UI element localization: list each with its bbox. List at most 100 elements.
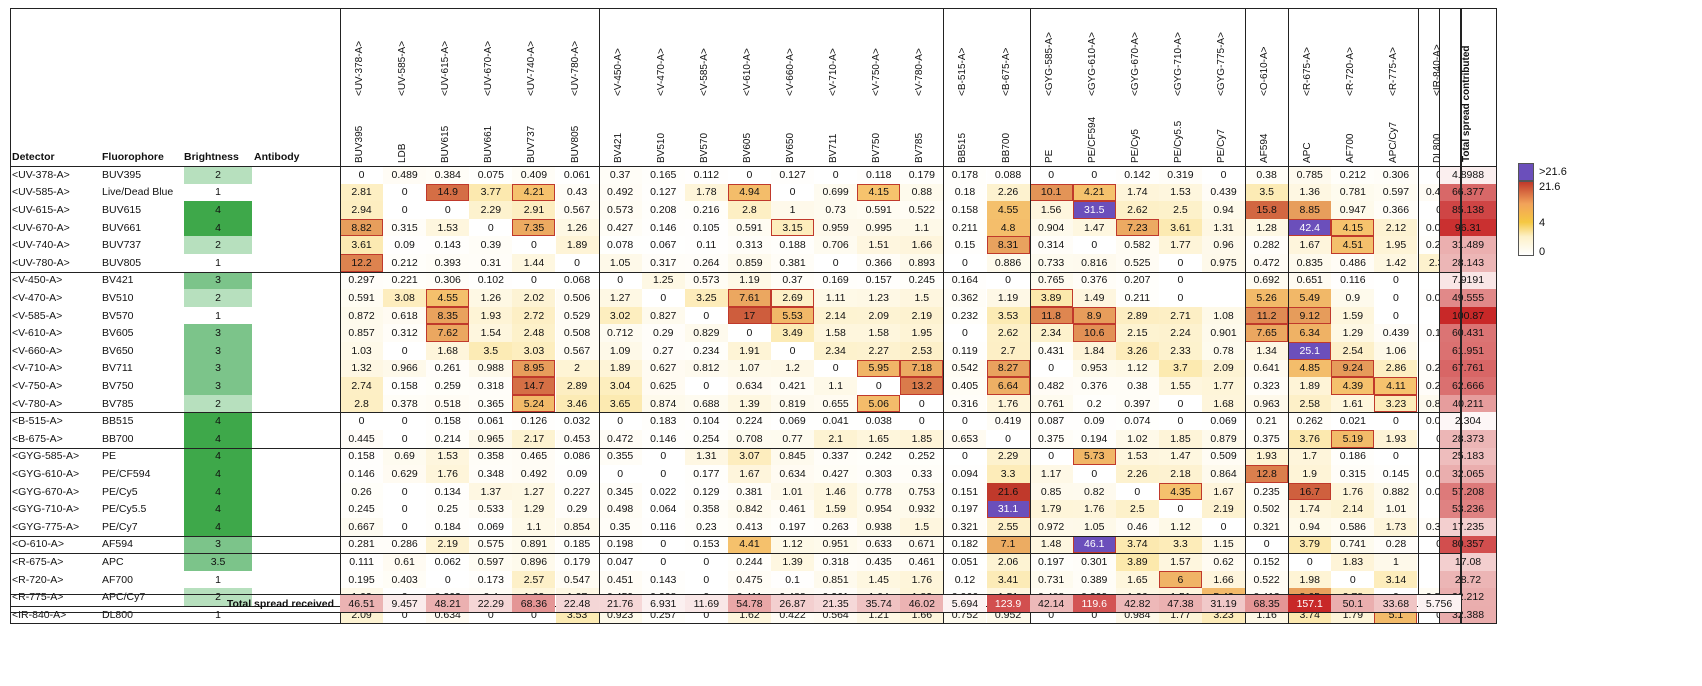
spread-value-cell: 0 xyxy=(1374,271,1418,290)
row-group-divider xyxy=(10,447,1461,449)
total-received-cell: 68.36 xyxy=(512,595,556,612)
brightness-cell: 3 xyxy=(184,324,252,342)
spread-value-cell: 0 xyxy=(426,201,470,219)
column-fluorophore-label: PE/CF594 xyxy=(1086,116,1098,163)
column-group-divider xyxy=(943,8,945,624)
spread-value-cell: 0.73 xyxy=(814,201,858,219)
column-fluorophore-label: PE/Cy5 xyxy=(1129,129,1141,163)
spread-value-cell: 0.15 xyxy=(943,236,987,254)
spread-value-cell: 0.38 xyxy=(1245,166,1289,184)
row-fluorophore-label: PE/Cy7 xyxy=(102,520,138,533)
row-fluorophore-label: BV750 xyxy=(102,379,134,392)
spread-value-cell: 1.19 xyxy=(986,289,1030,307)
spread-value-cell: 0.38 xyxy=(1115,377,1159,395)
total-received-cell: 21.35 xyxy=(814,595,858,612)
spread-value-cell: 0 xyxy=(598,465,642,483)
row-detector-label: <IR-840-A> xyxy=(12,608,67,621)
spread-value-cell: 2.57 xyxy=(512,570,556,589)
spread-value-cell: 3.49 xyxy=(771,324,815,342)
spread-value-cell: 1.05 xyxy=(598,254,642,272)
spread-value-cell: 1.11 xyxy=(814,289,858,307)
spread-value-cell: 0.301 xyxy=(1072,553,1116,571)
spread-value-cell: 0 xyxy=(641,553,685,571)
spread-value-cell: 0.143 xyxy=(641,570,685,589)
spread-value-cell: 0.872 xyxy=(340,306,384,325)
column-fluorophore-label: BB700 xyxy=(1000,132,1012,163)
spread-value-cell: 0 xyxy=(684,377,728,395)
spread-value-cell: 1.12 xyxy=(1115,359,1159,378)
spread-value-cell: 0 xyxy=(1029,166,1073,184)
spread-value-cell: 0.165 xyxy=(641,166,685,184)
spread-value-cell: 0.158 xyxy=(426,412,470,430)
spread-value-cell: 0.321 xyxy=(1245,518,1289,536)
spread-value-cell: 6 xyxy=(1158,570,1202,589)
column-fluorophore-label: BV421 xyxy=(612,132,624,163)
row-fluorophore-label: PE/CF594 xyxy=(102,467,151,480)
spread-value-cell: 0.09 xyxy=(555,465,599,483)
total-contributed-cell: 57.208 xyxy=(1439,482,1497,501)
spread-value-cell: 0.105 xyxy=(684,218,728,237)
spread-value-cell: 0 xyxy=(383,342,427,360)
column-fluorophore-label: BUV805 xyxy=(569,125,581,163)
spread-value-cell: 2.81 xyxy=(340,183,384,202)
spread-value-cell: 0.667 xyxy=(340,518,384,536)
row-detector-label: <V-710-A> xyxy=(12,362,63,375)
spread-value-cell: 0.022 xyxy=(641,482,685,501)
spread-value-cell: 0.074 xyxy=(1115,412,1159,430)
spread-value-cell: 1.66 xyxy=(1202,570,1246,589)
row-detector-label: <UV-670-A> xyxy=(12,221,70,234)
spread-value-cell: 0.116 xyxy=(641,518,685,536)
spread-value-cell: 3.7 xyxy=(1158,359,1202,378)
spread-value-cell: 1.85 xyxy=(900,430,944,448)
spread-value-cell: 0.061 xyxy=(555,166,599,184)
spread-value-cell: 7.1 xyxy=(986,535,1030,554)
spread-value-cell: 0.119 xyxy=(943,342,987,360)
brightness-cell: 4 xyxy=(184,447,252,466)
spread-value-cell: 2.26 xyxy=(1115,465,1159,483)
spread-value-cell: 9.24 xyxy=(1331,359,1375,378)
spread-value-cell: 0.194 xyxy=(1072,430,1116,448)
spread-value-cell: 4.41 xyxy=(727,535,771,554)
spread-value-cell: 0.158 xyxy=(383,377,427,395)
spread-value-cell: 0.393 xyxy=(426,254,470,272)
spread-value-cell: 0.315 xyxy=(1331,465,1375,483)
spread-value-cell: 0 xyxy=(1072,465,1116,483)
spread-value-cell: 0.376 xyxy=(1072,271,1116,290)
spread-value-cell: 0.542 xyxy=(943,359,987,378)
total-contributed-cell: 100.87 xyxy=(1439,306,1497,325)
spread-value-cell: 0.245 xyxy=(340,500,384,518)
spread-value-cell: 0 xyxy=(727,324,771,342)
spread-value-cell: 0.518 xyxy=(426,394,470,413)
spread-value-cell: 0.586 xyxy=(1331,518,1375,536)
spread-value-cell: 0.842 xyxy=(727,500,771,518)
spread-value-cell: 1.5 xyxy=(900,518,944,536)
spread-value-cell: 0.641 xyxy=(1245,359,1289,378)
spread-value-cell: 1.9 xyxy=(1288,465,1332,483)
spread-value-cell: 1.42 xyxy=(1374,254,1418,272)
spread-value-cell: 0.221 xyxy=(383,271,427,290)
row-detector-label: <V-780-A> xyxy=(12,397,63,410)
row-fluorophore-label: AF700 xyxy=(102,573,133,586)
column-fluorophore-label: AF700 xyxy=(1345,133,1357,163)
spread-value-cell: 1.84 xyxy=(1072,342,1116,360)
spread-value-cell: 1.45 xyxy=(857,570,901,589)
spread-value-cell: 0 xyxy=(771,342,815,360)
spread-value-cell: 0.31 xyxy=(469,254,513,272)
spread-value-cell: 0.262 xyxy=(1288,412,1332,430)
spread-value-cell: 0.173 xyxy=(469,570,513,589)
spread-value-cell: 0.032 xyxy=(555,412,599,430)
spread-value-cell: 0.761 xyxy=(1029,394,1073,413)
row-fluorophore-label: Live/Dead Blue xyxy=(102,186,174,199)
spread-value-cell: 0.264 xyxy=(684,254,728,272)
spread-value-cell: 1.32 xyxy=(340,359,384,378)
spread-value-cell: 10.6 xyxy=(1072,324,1116,342)
row-detector-label: <UV-585-A> xyxy=(12,186,70,199)
spread-value-cell: 0.879 xyxy=(1202,430,1246,448)
spread-value-cell xyxy=(1202,271,1246,290)
spread-value-cell: 0.634 xyxy=(771,465,815,483)
row-detector-label: <V-585-A> xyxy=(12,309,63,322)
brightness-cell: 3 xyxy=(184,377,252,395)
spread-value-cell: 0 xyxy=(771,183,815,202)
spread-value-cell: 4.51 xyxy=(1331,236,1375,254)
